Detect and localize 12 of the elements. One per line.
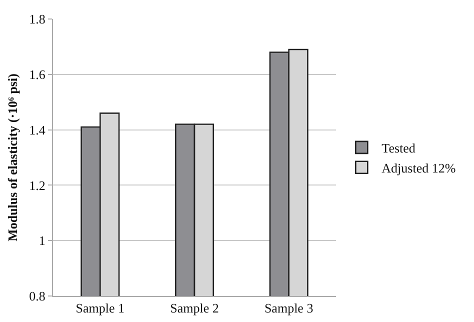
legend-label: Tested bbox=[382, 140, 416, 156]
y-tick-label: 1.6 bbox=[29, 66, 46, 82]
y-tick-label: 0.8 bbox=[29, 288, 46, 304]
y-tick-label: 1 bbox=[38, 233, 46, 248]
y-tick-label: 1.8 bbox=[29, 12, 46, 27]
x-tick-label: Sample 2 bbox=[170, 300, 219, 316]
x-tick-label: Sample 1 bbox=[76, 300, 125, 316]
y-tick-label: 1.4 bbox=[29, 122, 46, 138]
y-tick-label: 1.2 bbox=[29, 178, 46, 193]
legend-label: Adjusted 12% bbox=[382, 160, 456, 176]
y-axis-title: Modulus of elasticity (·10⁶ psi) bbox=[5, 74, 20, 242]
x-tick-label: Sample 3 bbox=[264, 300, 314, 316]
